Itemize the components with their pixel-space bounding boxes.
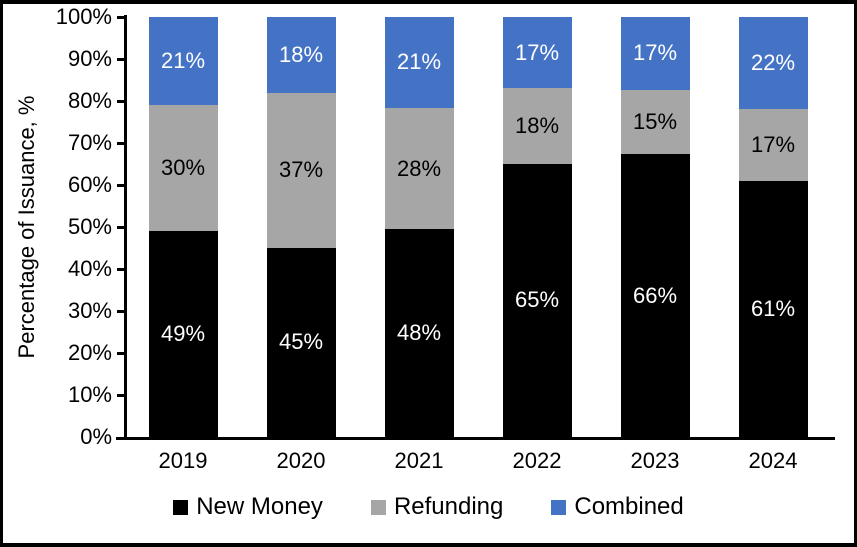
bar-segment-label: 21% [160,48,206,74]
y-axis-line [124,15,127,440]
y-axis-tick-label: 70% [67,130,112,155]
bar-segment-refunding: 17% [738,109,808,181]
bar-segment-combined: 18% [266,17,336,93]
bar-segment-label: 65% [514,287,560,313]
bar-segment-label: 17% [514,39,560,65]
bar-segment-label: 17% [632,40,678,66]
x-axis-tick-label: 2021 [394,448,444,473]
bar-segment-refunding: 28% [384,107,454,230]
y-axis-tick-label: 100% [55,4,112,29]
legend-swatch-new-money [173,499,189,515]
y-axis-tick [117,142,124,145]
bar-segment-label: 22% [750,50,796,76]
y-axis-tick [117,226,124,229]
bar-segment-label: 18% [514,113,560,139]
y-axis-tick-label: 20% [67,340,112,365]
y-axis-tick-label: 80% [67,88,112,113]
y-axis-tick [117,352,124,355]
x-axis-tick-label: 2023 [630,448,680,473]
legend-label: Refunding [393,493,504,520]
bar-segment-label: 61% [750,295,796,321]
y-axis-tick [117,100,124,103]
legend-item-refunding: Refunding [370,493,504,521]
x-axis-tick-label: 2019 [158,448,208,473]
bar-segment-refunding: 37% [266,92,336,248]
stacked-bar-2019: 21% 30% 49% [148,17,218,437]
y-axis-tick-label: 10% [67,382,112,407]
stacked-bar-2023: 17% 15% 66% [620,17,690,437]
bar-segment-label: 18% [278,41,324,67]
x-axis-tick-label: 2022 [512,448,562,473]
bar-segment-new-money: 61% [738,180,808,437]
y-axis-tick-label: 30% [67,298,112,323]
y-axis-tick [117,184,124,187]
bar-segment-combined: 17% [620,17,690,90]
bar-segment-new-money: 48% [384,229,454,437]
stacked-bar-2021: 21% 28% 48% [384,17,454,437]
bar-segment-refunding: 15% [620,89,690,155]
bar-segment-refunding: 18% [502,88,572,164]
y-axis-tick [117,16,124,19]
y-axis-tick-label: 90% [67,46,112,71]
bar-segment-new-money: 66% [620,154,690,437]
stacked-bar-2022: 17% 18% 65% [502,17,572,437]
bar-segment-label: 48% [396,320,442,346]
y-axis-tick [117,268,124,271]
y-axis-tick [117,310,124,313]
x-axis-tick-label: 2024 [748,448,798,473]
bar-segment-combined: 21% [384,17,454,108]
bar-segment-label: 15% [632,108,678,134]
y-axis-tick-label: 50% [67,214,112,239]
bar-segment-combined: 17% [502,17,572,89]
legend-label: Combined [574,493,684,520]
bar-segment-combined: 21% [148,17,218,106]
stacked-bar-2024: 22% 17% 61% [738,17,808,437]
y-axis-tick-label: 60% [67,172,112,197]
y-axis-tick-label: 0% [80,424,112,449]
legend-label: New Money [196,493,323,520]
legend-swatch-refunding [370,499,386,515]
legend: New Money Refunding Combined [3,493,854,521]
bar-segment-label: 49% [160,321,206,347]
y-axis-tick-label: 40% [67,256,112,281]
bar-segment-new-money: 65% [502,163,572,437]
bar-segment-combined: 22% [738,17,808,110]
y-axis-tick [117,394,124,397]
legend-item-new-money: New Money [173,493,323,521]
stacked-bar-2020: 18% 37% 45% [266,17,336,437]
legend-item-combined: Combined [551,493,684,521]
legend-swatch-combined [551,499,567,515]
plot-canvas: Percentage of Issuance, % 0% 10% 20% 30% 40%… [3,4,854,543]
x-axis-tick-label: 2020 [276,448,326,473]
bar-segment-new-money: 49% [148,231,218,437]
bar-segment-label: 30% [160,155,206,181]
bar-segment-label: 45% [278,329,324,355]
bar-segment-label: 37% [278,157,324,183]
bar-segment-label: 21% [396,49,442,75]
bar-segment-label: 17% [750,132,796,158]
bar-segment-new-money: 45% [266,247,336,437]
x-axis-line [116,437,835,440]
y-axis-tick [117,58,124,61]
bar-segment-refunding: 30% [148,105,218,232]
bar-segment-label: 28% [396,155,442,181]
bar-segment-label: 66% [632,282,678,308]
